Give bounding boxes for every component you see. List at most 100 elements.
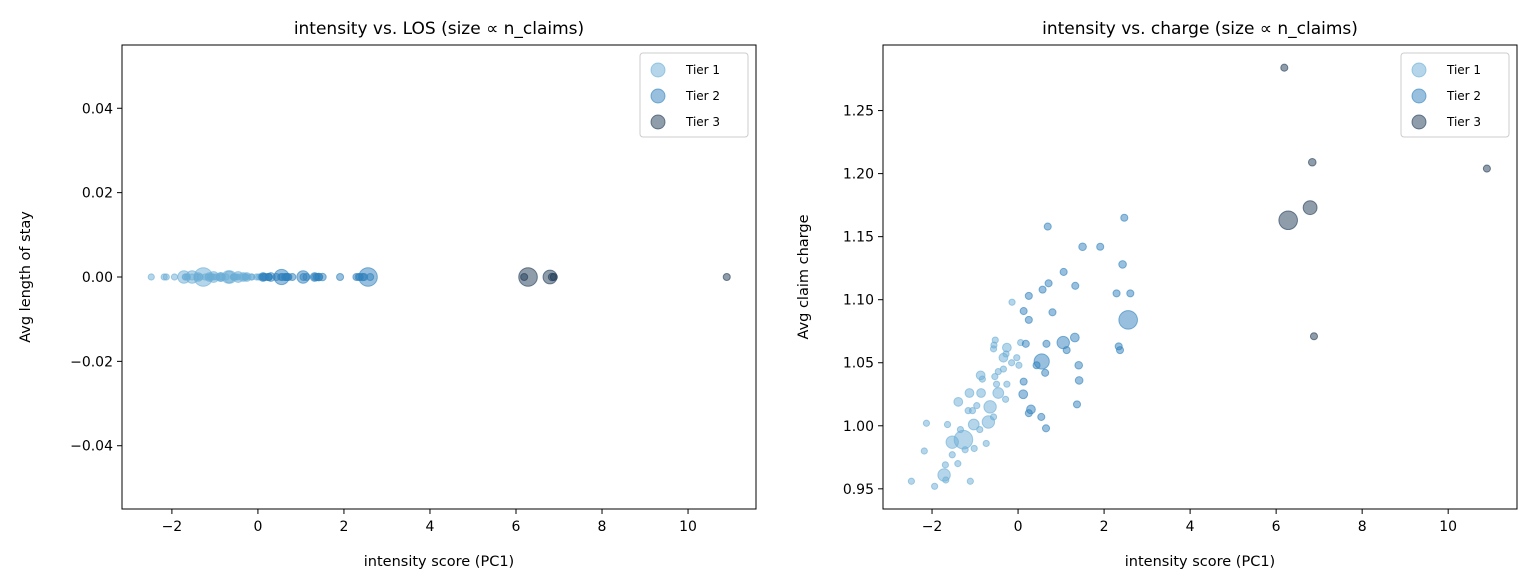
data-point-tier-1 [1001,395,1010,403]
legend-marker-tier-1 [1411,62,1427,78]
data-point-tier-3 [549,272,558,282]
data-point-tier-1 [1015,361,1023,369]
data-point-tier-1 [170,273,179,281]
data-point-tier-1 [1003,380,1011,388]
data-point-tier-1 [966,477,974,485]
points [147,267,731,287]
data-point-tier-2 [1019,307,1028,316]
x-tick-label: 0 [1014,519,1023,535]
data-point-tier-1 [162,273,170,281]
data-point-tier-1 [978,375,986,383]
data-point-tier-2 [1041,368,1050,377]
legend: Tier 1 Tier 2 Tier 3 [1400,52,1510,138]
data-point-tier-1 [954,460,962,468]
data-point-tier-1 [976,388,986,398]
data-point-tier-1 [991,373,999,381]
points [907,63,1491,490]
axes-frame [882,44,1518,510]
legend-label: Tier 1 [1446,63,1481,77]
data-point-tier-1 [968,407,977,415]
legend-marker-tier-2 [650,88,666,104]
x-tick-label: 2 [339,519,348,535]
data-point-tier-1 [196,273,204,281]
data-point-tier-1 [943,420,952,429]
y-tick-label: −0.02 [70,354,113,370]
x-tick-label: 4 [1186,519,1195,535]
legend-box [639,52,749,138]
data-point-tier-2 [1041,424,1051,433]
legend-marker-tier-1 [650,62,666,78]
x-tick-label: 6 [1272,519,1281,535]
legend-box [1400,52,1510,138]
data-point-tier-2 [1112,289,1121,298]
y-tick-label: 1.15 [843,230,874,246]
x-tick-label: −2 [162,519,183,535]
data-point-tier-2 [1032,361,1041,370]
data-point-tier-1 [948,451,956,459]
data-point-tier-2 [1074,376,1084,385]
data-point-tier-1 [991,336,999,344]
data-point-tier-2 [1120,213,1129,222]
legend-label: Tier 2 [1446,89,1481,103]
x-tick-label: 10 [1439,519,1457,535]
data-point-tier-1 [1008,359,1016,367]
x-tick-label: 4 [426,519,435,535]
legend-marker-tier-2 [1411,88,1427,104]
charge-scatter-panel: intensity vs. charge (size ∝ n_claims) i… [796,19,1518,570]
data-point-tier-1 [907,477,915,485]
data-point-tier-2 [1044,279,1053,288]
data-point-tier-1 [953,429,974,450]
y-tick-label: 1.10 [843,293,874,309]
y-tick-label: 1.00 [843,419,874,435]
data-point-tier-1 [970,444,978,453]
data-point-tier-2 [1024,291,1033,300]
data-point-tier-3 [1482,164,1491,173]
x-tick-label: 2 [1100,519,1109,535]
x-tick-label: 10 [679,519,697,535]
data-point-tier-2 [1059,267,1068,276]
data-point-tier-1 [976,425,984,434]
data-point-tier-2 [264,272,273,282]
los-scatter-panel: intensity vs. LOS (size ∝ n_claims) inte… [18,19,757,570]
data-point-tier-2 [1048,308,1057,317]
data-point-tier-3 [1278,210,1298,231]
x-tick-label: 6 [512,519,521,535]
legend-label: Tier 2 [685,89,720,103]
data-point-tier-1 [1008,298,1016,306]
data-point-tier-1 [982,439,990,448]
data-point-tier-2 [1038,285,1047,294]
chart-title: intensity vs. LOS (size ∝ n_claims) [294,19,584,39]
data-point-tier-1 [956,425,965,434]
legend-marker-tier-3 [1411,114,1427,130]
data-point-tier-1 [964,388,975,398]
data-point-tier-1 [941,461,949,469]
chart-title: intensity vs. charge (size ∝ n_claims) [1042,19,1358,39]
data-point-tier-2 [1037,412,1046,421]
data-point-tier-2 [318,272,327,282]
data-point-tier-1 [973,402,981,410]
y-tick-label: 1.20 [843,167,874,183]
x-tick-label: 0 [253,519,262,535]
data-point-tier-3 [1280,63,1289,72]
data-point-tier-1 [992,380,1001,388]
data-point-tier-2 [1096,242,1105,251]
data-point-tier-1 [953,396,964,407]
data-point-tier-2 [1072,400,1082,409]
y-tick-label: 1.25 [843,104,874,120]
data-point-tier-2 [1071,281,1080,290]
data-point-tier-2 [1118,260,1127,269]
y-tick-label: 1.05 [843,356,874,372]
data-point-tier-1 [983,400,997,414]
x-tick-label: 8 [1358,519,1367,535]
data-point-tier-2 [1115,346,1125,355]
data-point-tier-2 [1024,315,1033,324]
data-point-tier-2 [1042,339,1051,348]
y-tick-label: 0.02 [82,186,113,202]
data-point-tier-2 [1024,409,1033,418]
data-point-tier-3 [1307,157,1317,167]
data-point-tier-3 [1302,200,1318,216]
data-point-tier-2 [1018,389,1029,400]
y-tick-label: 0.95 [843,482,874,498]
data-point-tier-1 [920,447,928,455]
